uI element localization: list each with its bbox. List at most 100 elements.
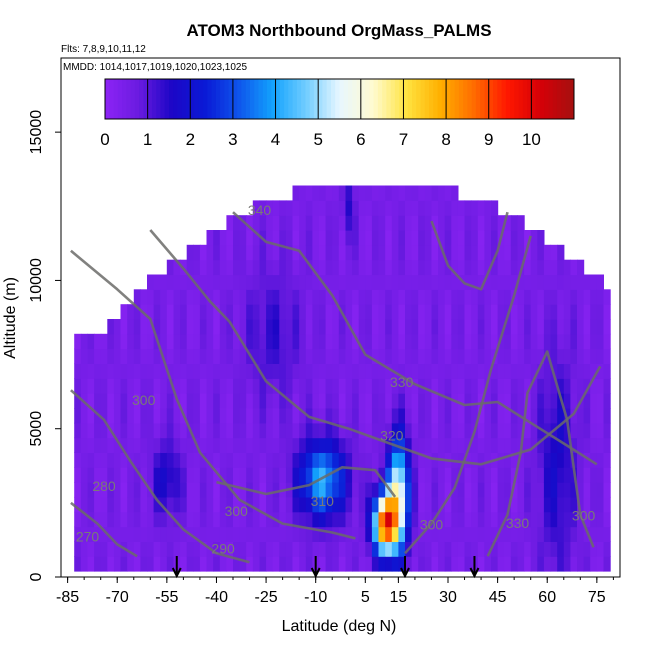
heatmap-cell <box>246 274 254 290</box>
heatmap-cell <box>193 393 201 409</box>
heatmap-cell <box>365 526 373 542</box>
heatmap-cell <box>94 333 102 350</box>
heatmap-cell <box>451 437 459 453</box>
heatmap-cell <box>233 496 241 513</box>
heatmap-cell <box>491 274 499 290</box>
heatmap-cell <box>504 422 512 439</box>
heatmap-cell <box>385 319 393 335</box>
heatmap-cell <box>391 289 399 305</box>
heatmap-cell <box>471 408 479 424</box>
heatmap-cell <box>107 363 115 379</box>
colorbar-swatch <box>348 79 353 119</box>
heatmap-cell <box>279 452 287 468</box>
heatmap-cell <box>246 319 254 335</box>
heatmap-cell <box>464 215 472 231</box>
heatmap-cell <box>537 393 545 409</box>
heatmap-cell <box>451 511 459 528</box>
heatmap-cell <box>166 526 174 542</box>
heatmap-cell <box>563 393 571 409</box>
heatmap-cell <box>378 452 386 468</box>
heatmap-cell <box>371 541 380 557</box>
heatmap-cell <box>431 200 439 216</box>
heatmap-cell <box>239 289 247 305</box>
heatmap-cell <box>358 319 366 335</box>
heatmap-cell <box>94 496 102 513</box>
heatmap-cell <box>530 230 538 246</box>
heatmap-cell <box>338 319 346 335</box>
heatmap-cell <box>583 304 591 320</box>
colorbar-swatch <box>429 79 434 119</box>
heatmap-cell <box>319 378 327 394</box>
heatmap-cell <box>424 541 432 557</box>
heatmap-cell <box>596 393 604 409</box>
heatmap-cell <box>259 363 267 379</box>
heatmap-cell <box>530 452 538 468</box>
heatmap-cell <box>477 496 485 513</box>
colorbar-swatch <box>322 79 328 119</box>
heatmap-cell <box>477 437 485 453</box>
heatmap-cell <box>365 437 373 453</box>
heatmap-cell <box>352 259 360 276</box>
heatmap-cell <box>444 244 452 261</box>
heatmap-cell <box>424 422 432 439</box>
heatmap-cell <box>120 319 128 335</box>
heatmap-cell <box>252 526 260 542</box>
heatmap-cell <box>491 319 499 335</box>
heatmap-cell <box>107 393 115 409</box>
heatmap-cell <box>147 422 155 439</box>
heatmap-cell <box>292 496 300 513</box>
heatmap-cell <box>299 482 307 498</box>
heatmap-cell <box>299 556 307 572</box>
contour-label: 330 <box>506 515 530 531</box>
heatmap-cell <box>259 541 267 557</box>
heatmap-cell <box>365 319 373 335</box>
heatmap-cell <box>312 215 320 231</box>
heatmap-cell <box>213 511 221 528</box>
heatmap-cell <box>510 452 518 468</box>
heatmap-cell <box>160 526 168 542</box>
heatmap-cell <box>424 452 432 468</box>
heatmap-cell <box>577 378 585 394</box>
heatmap-cell <box>186 452 194 468</box>
heatmap-cell <box>524 467 532 483</box>
heatmap-cell <box>305 378 313 394</box>
heatmap-cell <box>239 304 247 320</box>
heatmap-cell <box>590 348 598 364</box>
heatmap-cell <box>292 393 300 409</box>
heatmap-cell <box>219 333 227 350</box>
heatmap-cell <box>583 363 591 379</box>
heatmap-cell <box>365 200 373 216</box>
heatmap-cell <box>219 467 227 483</box>
heatmap-cell <box>259 304 267 320</box>
heatmap-cell <box>226 556 234 572</box>
heatmap-cell <box>563 452 571 468</box>
heatmap-cell <box>491 437 499 453</box>
heatmap-cell <box>411 437 419 453</box>
heatmap-cell <box>438 467 446 483</box>
heatmap-cell <box>285 496 294 513</box>
heatmap-cell <box>464 437 472 453</box>
colorbar-swatch <box>356 79 362 119</box>
heatmap-cell <box>471 304 479 320</box>
x-tick-label: -10 <box>304 589 327 606</box>
heatmap-cell <box>213 274 221 290</box>
heatmap-cell <box>365 408 373 424</box>
heatmap-cell <box>603 452 611 468</box>
heatmap-cell <box>398 452 406 468</box>
heatmap-cell <box>285 378 294 394</box>
colorbar-swatch <box>382 79 387 119</box>
heatmap-cell <box>319 482 327 498</box>
heatmap-cell <box>252 541 260 557</box>
heatmap-cell <box>398 319 406 335</box>
heatmap-cell <box>497 452 505 468</box>
heatmap-cell <box>113 541 122 557</box>
heatmap-cell <box>371 452 380 468</box>
heatmap-cell <box>352 348 360 364</box>
heatmap-cell <box>299 408 307 424</box>
heatmap-cell <box>87 422 95 439</box>
heatmap-cell <box>550 496 558 513</box>
heatmap-cell <box>325 541 333 557</box>
heatmap-cell <box>87 363 95 379</box>
heatmap-cell <box>504 526 512 542</box>
heatmap-cell <box>405 289 413 305</box>
